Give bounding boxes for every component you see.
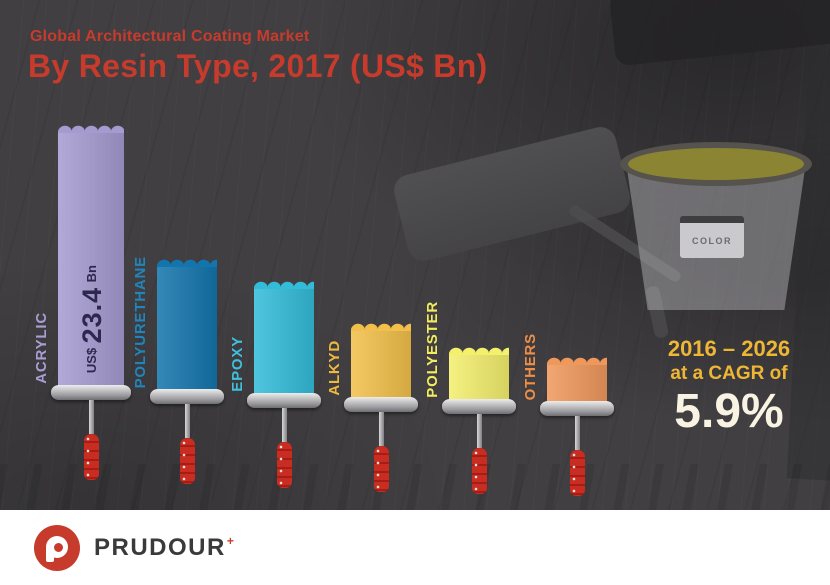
- bar-label: ACRYLIC: [33, 312, 50, 384]
- chart-kicker: Global Architectural Coating Market: [30, 28, 310, 45]
- bar: US$ 23.4 Bn: [58, 133, 124, 385]
- bar-label: OTHERS: [522, 332, 539, 400]
- paint-roller-frame: [442, 399, 516, 414]
- bar-label: EPOXY: [229, 336, 246, 392]
- paint-roller-handle-icon: [471, 448, 487, 494]
- bar-group-epoxy: EPOXY: [229, 277, 321, 488]
- bar-scallop-top: [547, 353, 607, 365]
- value-unit: Bn: [84, 264, 99, 283]
- paint-bucket-illustration: COLOR: [620, 140, 812, 310]
- paint-roller-stem: [281, 408, 287, 442]
- bar-scallop-top: [157, 255, 217, 267]
- prudour-logo-dot: [54, 542, 63, 552]
- bar-scallop-top: [254, 277, 314, 289]
- bar-scallop-top: [351, 319, 411, 331]
- paint-roller-illustration: [390, 123, 634, 265]
- paint-roller-frame: [247, 393, 321, 408]
- paint-roller-stem: [476, 414, 482, 448]
- paint-bucket-paint: [628, 148, 804, 180]
- prudour-logo-icon: [34, 524, 80, 571]
- paint-roller-handle-icon: [83, 434, 99, 480]
- paint-roller-handle-icon: [179, 438, 195, 484]
- bar: [449, 355, 509, 399]
- paint-roller-frame: [344, 397, 418, 412]
- brand-wordmark: PRUDOUR+: [94, 534, 234, 562]
- value-currency: US$: [84, 347, 99, 373]
- bar: [547, 365, 607, 401]
- bar-label: ALKYD: [326, 340, 343, 396]
- footer-bar: PRUDOUR+: [0, 510, 830, 585]
- paint-roller-stem: [378, 412, 384, 446]
- bar-group-others: OTHERS: [522, 333, 614, 496]
- paint-streaks-decoration: [0, 464, 830, 510]
- cagr-value: 5.9%: [674, 385, 784, 438]
- paint-swipe-decoration: [608, 0, 830, 67]
- bar-group-polyester: POLYESTER: [424, 301, 516, 494]
- chart-title: By Resin Type, 2017 (US$ Bn): [28, 48, 488, 84]
- brand-name: PRUDOUR: [94, 533, 226, 561]
- bar-label: POLYESTER: [424, 301, 441, 398]
- paint-roller-handle-icon: [276, 442, 292, 488]
- bar-scallop-top: [449, 343, 509, 355]
- bar: [351, 331, 411, 397]
- paint-roller-handle-icon: [373, 446, 389, 492]
- paint-roller-frame: [540, 401, 614, 416]
- paint-roller-frame: [150, 389, 224, 404]
- paint-bucket-label: COLOR: [680, 216, 744, 258]
- bar-scallop-top: [58, 121, 124, 133]
- paint-roller-frame: [51, 385, 131, 400]
- chart-area: COLOR Global Architectural Coating Marke…: [0, 0, 830, 510]
- bar-value-label: US$ 23.4 Bn: [77, 265, 108, 373]
- bar: [157, 267, 217, 389]
- bar-group-polyurethane: POLYURETHANE: [132, 255, 224, 484]
- cagr-annotation: 2016 – 2026 at a CAGR of 5.9%: [645, 336, 813, 437]
- cagr-label: at a CAGR of: [670, 363, 788, 384]
- bar-label: POLYURETHANE: [132, 255, 149, 388]
- paint-roller-stem: [184, 404, 190, 438]
- cagr-period: 2016 – 2026: [667, 336, 791, 361]
- paint-roller-handle-icon: [569, 450, 585, 496]
- bar-group-alkyd: ALKYD: [326, 319, 418, 492]
- value-number: 23.4: [77, 286, 107, 344]
- brand-suffix: +: [226, 533, 234, 548]
- paint-roller-stem: [574, 416, 580, 450]
- bar: [254, 289, 314, 393]
- bar-group-acrylic: ACRYLIC US$ 23.4 Bn: [33, 121, 131, 480]
- paint-roller-stem: [88, 400, 94, 434]
